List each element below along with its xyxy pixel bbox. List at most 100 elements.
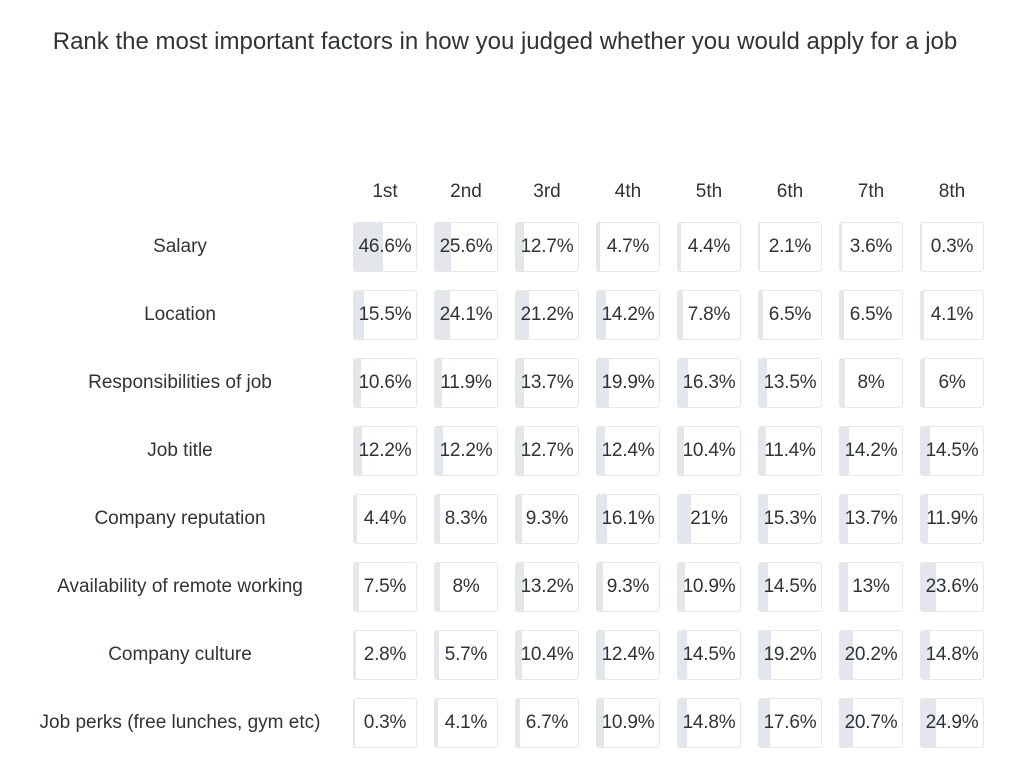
cell-value: 4.7% xyxy=(606,236,650,257)
table-cell: 14.5% xyxy=(920,426,984,476)
table-cell: 4.4% xyxy=(353,494,417,544)
cell-value: 16.3% xyxy=(682,372,736,393)
cell-value: 13% xyxy=(852,576,890,597)
percent-bar xyxy=(921,495,929,543)
cell-value: 12.7% xyxy=(520,236,574,257)
table-cell: 10.9% xyxy=(596,698,660,748)
cell-value: 12.7% xyxy=(520,440,574,461)
table-cell: 15.3% xyxy=(758,494,822,544)
row-label: Job perks (free lunches, gym etc) xyxy=(39,712,321,733)
percent-bar xyxy=(435,291,450,339)
percent-bar xyxy=(597,427,605,475)
percent-bar xyxy=(435,631,439,679)
table-cell: 14.5% xyxy=(677,630,741,680)
cell-value: 11.4% xyxy=(764,440,816,461)
cell-value: 14.5% xyxy=(925,440,979,461)
cell-value: 16.1% xyxy=(601,508,655,529)
percent-bar xyxy=(921,291,924,339)
percent-bar xyxy=(354,359,361,407)
cell-value: 19.9% xyxy=(601,372,655,393)
table-cell: 25.6% xyxy=(434,222,498,272)
percent-bar xyxy=(516,631,523,679)
table-cell: 23.6% xyxy=(920,562,984,612)
table-cell: 15.5% xyxy=(353,290,417,340)
table-cell: 20.2% xyxy=(839,630,903,680)
percent-bar xyxy=(759,631,771,679)
cell-value: 15.3% xyxy=(763,508,817,529)
percent-bar xyxy=(840,563,849,611)
percent-bar xyxy=(759,563,768,611)
table-cell: 14.8% xyxy=(677,698,741,748)
cell-value: 20.7% xyxy=(844,712,898,733)
table-cell: 8% xyxy=(434,562,498,612)
cell-value: 11.9% xyxy=(440,372,492,393)
cell-value: 6.7% xyxy=(525,712,569,733)
percent-bar xyxy=(840,699,853,747)
column-header-6th: 6th xyxy=(776,181,804,202)
table-cell: 2.8% xyxy=(353,630,417,680)
cell-value: 8.3% xyxy=(444,508,488,529)
table-cell: 6% xyxy=(920,358,984,408)
cell-value: 2.8% xyxy=(363,644,407,665)
percent-bar xyxy=(354,427,362,475)
percent-bar xyxy=(597,495,607,543)
percent-bar xyxy=(435,223,451,271)
table-cell: 20.7% xyxy=(839,698,903,748)
cell-value: 14.8% xyxy=(925,644,979,665)
percent-bar xyxy=(759,223,761,271)
table-cell: 14.2% xyxy=(596,290,660,340)
percent-bar xyxy=(435,359,443,407)
percent-bar xyxy=(840,427,849,475)
cell-value: 15.5% xyxy=(358,304,412,325)
percent-bar xyxy=(840,631,853,679)
cell-value: 25.6% xyxy=(439,236,493,257)
cell-value: 0.3% xyxy=(930,236,974,257)
cell-value: 11.9% xyxy=(926,508,978,529)
percent-bar xyxy=(435,495,441,543)
percent-bar xyxy=(678,427,685,475)
table-cell: 11.4% xyxy=(758,426,822,476)
table-cell: 11.9% xyxy=(434,358,498,408)
table-cell: 12.7% xyxy=(515,222,579,272)
percent-bar xyxy=(435,563,440,611)
table-cell: 2.1% xyxy=(758,222,822,272)
chart-title: Rank the most important factors in how y… xyxy=(52,28,958,55)
percent-bar xyxy=(516,359,525,407)
column-header-4th: 4th xyxy=(614,181,642,202)
percent-bar xyxy=(354,223,383,271)
table-cell: 7.5% xyxy=(353,562,417,612)
percent-bar xyxy=(678,495,692,543)
table-cell: 13.7% xyxy=(839,494,903,544)
cell-value: 6.5% xyxy=(849,304,893,325)
percent-bar xyxy=(840,223,843,271)
percent-bar xyxy=(678,699,688,747)
table-cell: 10.6% xyxy=(353,358,417,408)
percent-bar xyxy=(435,427,443,475)
row-label: Location xyxy=(144,304,216,325)
percent-bar xyxy=(354,495,357,543)
table-cell: 9.3% xyxy=(515,494,579,544)
table-cell: 13.5% xyxy=(758,358,822,408)
cell-value: 19.2% xyxy=(763,644,817,665)
table-cell: 16.3% xyxy=(677,358,741,408)
cell-value: 13.2% xyxy=(520,576,574,597)
percent-bar xyxy=(840,359,845,407)
percent-bar xyxy=(354,291,364,339)
cell-value: 5.7% xyxy=(444,644,488,665)
cell-value: 14.5% xyxy=(682,644,736,665)
cell-value: 14.8% xyxy=(682,712,736,733)
percent-bar xyxy=(597,291,606,339)
table-cell: 46.6% xyxy=(353,222,417,272)
percent-bar xyxy=(678,223,681,271)
table-cell: 9.3% xyxy=(596,562,660,612)
percent-bar xyxy=(759,495,769,543)
table-cell: 8% xyxy=(839,358,903,408)
column-header-1st: 1st xyxy=(372,181,398,202)
table-cell: 4.1% xyxy=(434,698,498,748)
percent-bar xyxy=(516,291,530,339)
percent-bar xyxy=(516,495,522,543)
row-label: Responsibilities of job xyxy=(88,372,272,393)
cell-value: 14.2% xyxy=(844,440,898,461)
column-header-2nd: 2nd xyxy=(450,181,482,202)
percent-bar xyxy=(759,291,764,339)
